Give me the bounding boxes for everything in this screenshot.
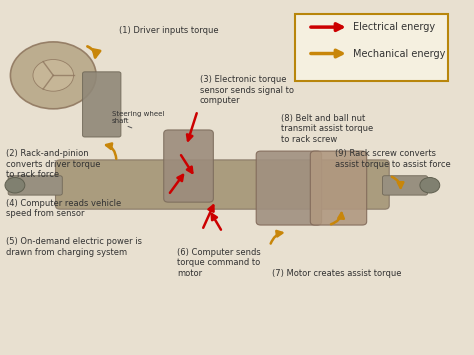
Text: (9) Rack screw converts
assist torque to assist force: (9) Rack screw converts assist torque to… — [335, 149, 451, 169]
Text: (1) Driver inputs torque: (1) Driver inputs torque — [118, 26, 218, 35]
Text: (2) Rack-and-pinion
converts driver torque
to rack force: (2) Rack-and-pinion converts driver torq… — [6, 149, 100, 179]
Circle shape — [420, 178, 440, 193]
Text: (4) Computer reads vehicle
speed from sensor: (4) Computer reads vehicle speed from se… — [6, 199, 121, 218]
FancyBboxPatch shape — [294, 14, 448, 81]
FancyBboxPatch shape — [8, 176, 62, 195]
FancyBboxPatch shape — [55, 160, 389, 209]
Text: (7) Motor creates assist torque: (7) Motor creates assist torque — [272, 269, 401, 278]
Circle shape — [10, 42, 96, 109]
FancyBboxPatch shape — [310, 151, 367, 225]
FancyBboxPatch shape — [256, 151, 321, 225]
FancyBboxPatch shape — [82, 72, 121, 137]
Circle shape — [33, 60, 73, 91]
Text: Electrical energy: Electrical energy — [353, 22, 435, 32]
FancyBboxPatch shape — [383, 176, 428, 195]
FancyBboxPatch shape — [164, 130, 213, 202]
Text: (3) Electronic torque
sensor sends signal to
computer: (3) Electronic torque sensor sends signa… — [200, 75, 294, 105]
Text: Steering wheel
shaft: Steering wheel shaft — [112, 110, 164, 124]
Text: (8) Belt and ball nut
transmit assist torque
to rack screw: (8) Belt and ball nut transmit assist to… — [281, 114, 373, 144]
Circle shape — [5, 178, 25, 193]
Text: (6) Computer sends
torque command to
motor: (6) Computer sends torque command to mot… — [177, 248, 261, 278]
Text: (5) On-demand electric power is
drawn from charging system: (5) On-demand electric power is drawn fr… — [6, 237, 142, 257]
Text: Mechanical energy: Mechanical energy — [353, 49, 446, 59]
